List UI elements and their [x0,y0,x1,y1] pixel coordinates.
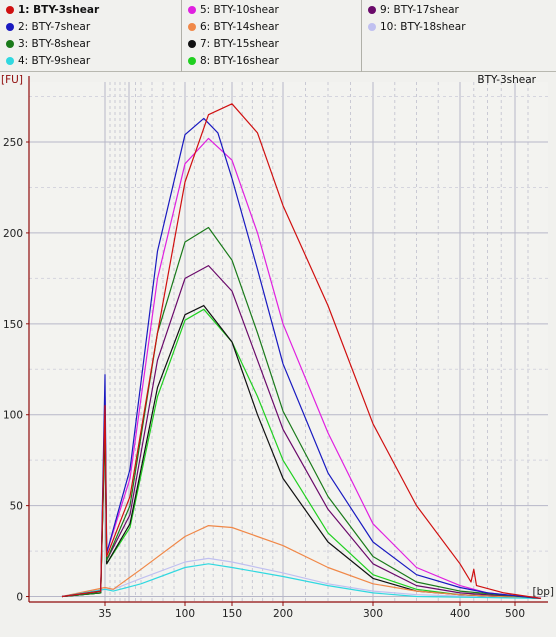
y-tick-label: 150 [3,319,23,331]
legend-item-6[interactable]: 6: BTY-14shear [188,19,279,35]
legend-item-7[interactable]: 7: BTY-15shear [188,36,279,52]
legend-swatch [6,57,14,65]
legend-swatch [6,6,14,14]
legend-item-10[interactable]: 10: BTY-18shear [368,19,466,35]
legend-label: 2: BTY-7shear [18,21,91,33]
legend-label: 8: BTY-16shear [200,55,279,67]
legend-swatch [368,6,376,14]
legend-column-1: 1: BTY-3shear 2: BTY-7shear 3: BTY-8shear 4… [0,0,182,72]
legend-item-5[interactable]: 5: BTY-10shear [188,2,279,18]
y-tick-label: 200 [3,228,23,240]
legend-swatch [188,6,196,14]
legend-item-3[interactable]: 3: BTY-8shear [6,36,90,52]
legend-label: 1: BTY-3shear [18,4,100,16]
x-tick-label: 100 [175,608,195,620]
legend-column-3: 9: BTY-17shear 10: BTY-18shear [362,0,556,72]
legend-swatch [368,23,376,31]
chart-title: BTY-3shear [477,74,536,86]
legend-item-1[interactable]: 1: BTY-3shear [6,2,99,18]
legend-column-2: 5: BTY-10shear 6: BTY-14shear 7: BTY-15she… [182,0,362,72]
x-tick-label: 150 [222,608,242,620]
legend-label: 4: BTY-9shear [18,55,91,67]
legend-item-2[interactable]: 2: BTY-7shear [6,19,90,35]
legend-label: 9: BTY-17shear [380,4,459,16]
x-tick-label: 200 [273,608,293,620]
legend-item-9[interactable]: 9: BTY-17shear [368,2,459,18]
legend-label: 3: BTY-8shear [18,38,91,50]
series-line-1 [61,103,542,599]
series-line-6 [61,525,542,599]
legend-swatch [6,23,14,31]
legend-label: 5: BTY-10shear [200,4,279,16]
legend-label: 10: BTY-18shear [380,21,466,33]
legend-swatch [188,40,196,48]
x-tick-label: 500 [505,608,525,620]
legend-swatch [188,57,196,65]
x-tick-label: 300 [363,608,383,620]
legend-panel: 1: BTY-3shear 2: BTY-7shear 3: BTY-8shear 4… [0,0,556,72]
y-tick-label: 100 [3,410,23,422]
y-tick-label: 50 [10,501,23,513]
y-axis-label: [FU] [1,74,23,86]
x-tick-label: 35 [98,608,111,620]
electropherogram-chart: 0 50 100 150 200 250 35 100 150 200 300 400 500 [FU] [… [0,72,556,637]
series-line-4 [61,563,542,599]
y-tick-label: 250 [3,137,23,149]
legend-label: 7: BTY-15shear [200,38,279,50]
legend-item-8[interactable]: 8: BTY-16shear [188,53,279,69]
legend-label: 6: BTY-14shear [200,21,279,33]
legend-swatch [188,23,196,31]
legend-item-4[interactable]: 4: BTY-9shear [6,53,90,69]
x-axis-label: [bp] [532,586,554,598]
x-tick-label: 400 [450,608,470,620]
plot-area: 0 50 100 150 200 250 35 100 150 200 300 400 500 [FU] [… [0,72,556,637]
y-tick-label: 0 [16,592,23,604]
legend-swatch [6,40,14,48]
